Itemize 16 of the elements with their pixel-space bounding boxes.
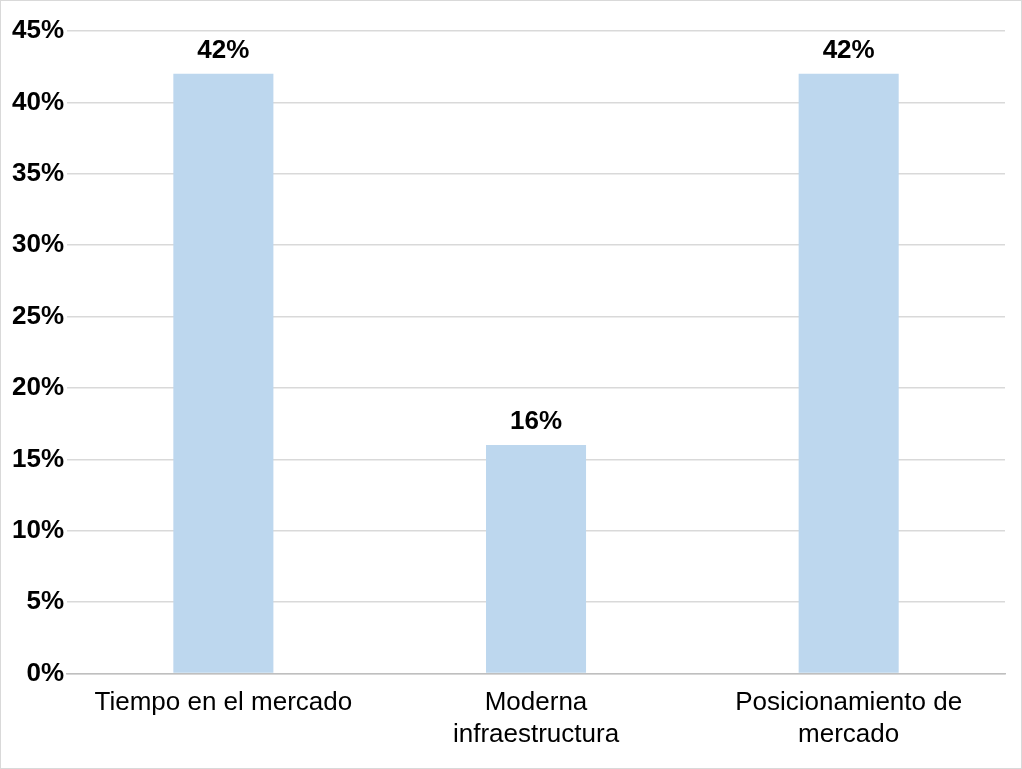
y-tick-label: 20% — [11, 371, 65, 402]
y-tick-label: 10% — [11, 513, 65, 544]
x-tick-label: Moderna infraestructura — [452, 686, 620, 748]
y-tick-label: 25% — [11, 299, 65, 330]
y-tick-label: 45% — [11, 14, 65, 45]
y-tick-label: 5% — [26, 585, 65, 616]
x-tick-label: Posicionamiento de mercado — [735, 686, 963, 748]
y-tick-label: 35% — [11, 156, 65, 187]
x-tick-label: Tiempo en el mercado — [94, 686, 353, 717]
y-tick-label: 15% — [11, 442, 65, 473]
y-tick-label: 40% — [11, 85, 65, 116]
data-label: 42% — [197, 34, 250, 65]
y-tick-label: 0% — [26, 656, 65, 687]
data-label: 42% — [822, 34, 875, 65]
y-tick-label: 30% — [11, 228, 65, 259]
data-label: 16% — [510, 405, 563, 436]
